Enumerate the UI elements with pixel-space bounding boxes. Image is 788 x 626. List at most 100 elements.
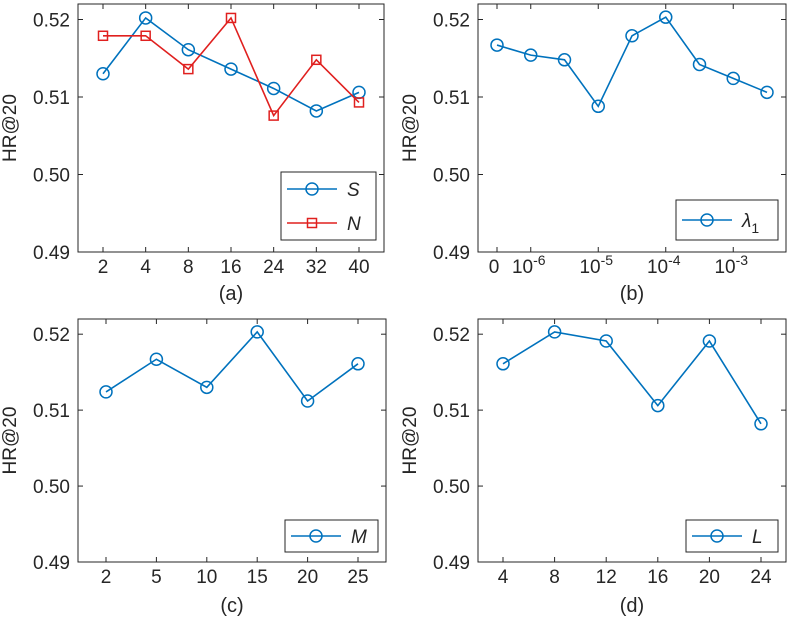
y-axis-label: HR@20 xyxy=(400,407,421,475)
y-axis-label: HR@20 xyxy=(400,94,421,162)
legend-label: M xyxy=(351,527,367,548)
x-tick-label: 8 xyxy=(183,257,194,278)
series-line-S xyxy=(102,16,360,112)
data-point xyxy=(181,42,196,57)
y-tick-label: 0.51 xyxy=(433,88,470,109)
subplot-caption: (d) xyxy=(620,595,644,617)
data-point xyxy=(702,334,717,348)
data-point xyxy=(351,357,365,371)
legend-label: L xyxy=(752,527,763,548)
series-line-L xyxy=(502,331,762,425)
x-tick-label: 5 xyxy=(151,567,162,588)
data-point xyxy=(353,97,365,108)
legend-label: λ1 xyxy=(741,211,759,236)
x-tick-label: 0 xyxy=(489,257,500,278)
legend-marker xyxy=(710,529,724,543)
x-tick-label: 16 xyxy=(647,567,668,588)
y-tick-label: 0.49 xyxy=(433,243,470,264)
legend-label: N xyxy=(347,214,361,235)
y-tick-label: 0.51 xyxy=(33,88,70,109)
data-point xyxy=(547,325,562,339)
data-point xyxy=(149,352,164,366)
data-point xyxy=(309,104,324,118)
x-tick-label: 24 xyxy=(263,257,285,278)
legend-marker xyxy=(306,217,318,229)
y-tick-label: 0.51 xyxy=(33,401,70,422)
data-point xyxy=(726,71,740,86)
x-tick-label: 8 xyxy=(549,567,560,588)
x-tick-label: 16 xyxy=(220,257,241,278)
subplot-caption: (c) xyxy=(220,595,243,617)
x-tick-label: 24 xyxy=(750,567,772,588)
y-tick-label: 0.52 xyxy=(33,325,70,346)
y-tick-label: 0.51 xyxy=(433,401,470,422)
data-point xyxy=(97,30,109,42)
data-point xyxy=(692,57,707,72)
x-tick-label: 32 xyxy=(306,257,327,278)
y-tick-label: 0.49 xyxy=(433,553,470,574)
subplot-d: 0.49 0.50 0.51 0.52 HR@20 4 8 12 16 20 24 L (d) xyxy=(400,318,787,617)
data-point xyxy=(250,325,264,339)
legend-marker xyxy=(309,529,323,543)
x-tick-label: 40 xyxy=(348,257,369,278)
x-tick-label: 15 xyxy=(247,567,268,588)
data-point xyxy=(99,385,113,399)
x-tick-label: 10-6 xyxy=(512,252,546,278)
y-tick-label: 0.49 xyxy=(33,553,70,574)
data-point xyxy=(599,334,613,348)
data-point xyxy=(659,10,673,24)
y-axis-label: HR@20 xyxy=(0,94,21,162)
x-tick-label: 10-4 xyxy=(647,252,681,278)
data-point xyxy=(625,29,639,43)
x-tick-label: 4 xyxy=(498,567,509,588)
x-tick-label: 4 xyxy=(140,257,151,278)
y-tick-label: 0.52 xyxy=(33,11,70,32)
data-point xyxy=(138,11,153,25)
data-point xyxy=(183,63,194,75)
series-line-λ xyxy=(496,16,768,108)
series-line-N xyxy=(103,16,360,118)
y-tick-label: 0.52 xyxy=(433,11,470,32)
x-tick-label: 10 xyxy=(196,567,217,588)
data-point xyxy=(651,398,665,413)
x-tick-label: 2 xyxy=(98,257,109,278)
subplot-caption: (b) xyxy=(620,283,644,305)
data-point xyxy=(266,81,281,96)
data-point xyxy=(490,38,504,52)
x-tick-label: 20 xyxy=(297,567,318,588)
data-point xyxy=(200,380,214,395)
y-tick-label: 0.50 xyxy=(433,477,470,498)
data-point xyxy=(754,417,768,431)
legend-label: S xyxy=(347,180,360,201)
data-point xyxy=(760,85,774,100)
data-point xyxy=(224,62,238,76)
y-tick-label: 0.50 xyxy=(433,166,470,187)
data-point xyxy=(524,48,538,62)
x-tick-label: 2 xyxy=(101,567,112,588)
y-tick-label: 0.50 xyxy=(33,477,70,498)
subplot-b: 0.49 0.50 0.51 0.52 HR@20 0 10-6 10-5 10-4 10-3 λ1… xyxy=(400,3,787,305)
data-point xyxy=(311,54,322,66)
data-point xyxy=(496,357,510,371)
x-tick-label: 20 xyxy=(699,567,720,588)
x-tick-label: 10-3 xyxy=(714,252,748,278)
y-tick-label: 0.50 xyxy=(33,166,70,187)
data-point xyxy=(268,110,279,121)
series-line-M xyxy=(105,330,359,403)
data-point xyxy=(591,99,605,114)
x-tick-label: 25 xyxy=(347,567,368,588)
data-point xyxy=(225,12,237,24)
legend-marker xyxy=(700,213,714,227)
data-point xyxy=(140,30,151,42)
legend-marker xyxy=(305,182,319,196)
x-tick-label: 10-5 xyxy=(579,252,613,278)
y-axis-label: HR@20 xyxy=(0,407,21,475)
data-point xyxy=(557,53,572,67)
y-tick-label: 0.49 xyxy=(33,243,70,264)
subplot-caption: (a) xyxy=(219,283,243,305)
x-tick-label: 12 xyxy=(596,567,617,588)
y-tick-label: 0.52 xyxy=(433,325,470,346)
